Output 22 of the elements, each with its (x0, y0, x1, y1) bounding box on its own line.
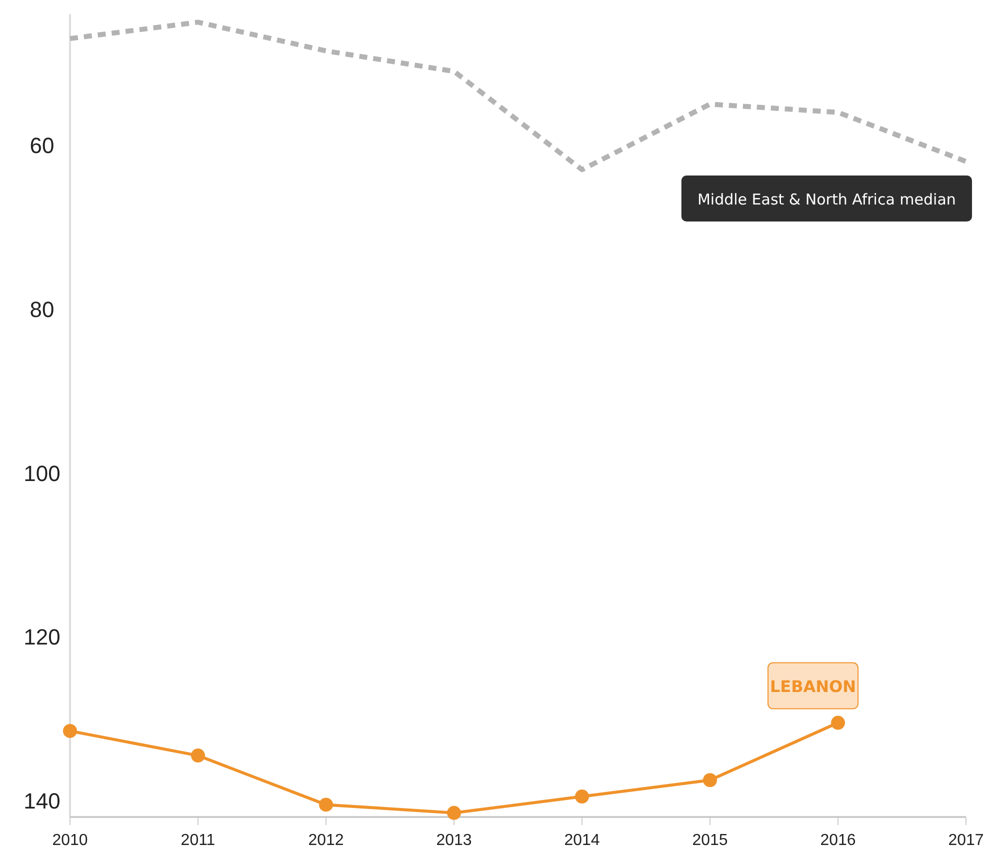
x-tick-label: 2012 (308, 832, 344, 849)
y-tick-label: 140 (24, 788, 60, 814)
point (703, 773, 717, 788)
text: Middle East & North Africa median (697, 190, 956, 208)
x-tick-label: 2013 (436, 832, 472, 849)
x-tick-label: 2017 (948, 832, 984, 849)
x-tick-label: 2014 (564, 832, 600, 849)
point (319, 798, 333, 812)
x-tick-label: 2015 (692, 832, 728, 849)
point (831, 716, 845, 730)
point (575, 790, 589, 804)
y-tick-label: 80 (30, 296, 54, 322)
series-label: LEBANON (770, 676, 856, 696)
y-tick-label: 120 (24, 624, 60, 650)
y-tick-label: 100 (24, 460, 60, 486)
y-tick-label: 60 (30, 133, 54, 158)
x-tick-label: 2010 (52, 832, 88, 849)
x-tick-label: 2011 (180, 832, 216, 849)
point (191, 748, 205, 763)
x-tick-label: 2016 (820, 832, 856, 849)
point (63, 724, 77, 738)
point (447, 806, 461, 820)
